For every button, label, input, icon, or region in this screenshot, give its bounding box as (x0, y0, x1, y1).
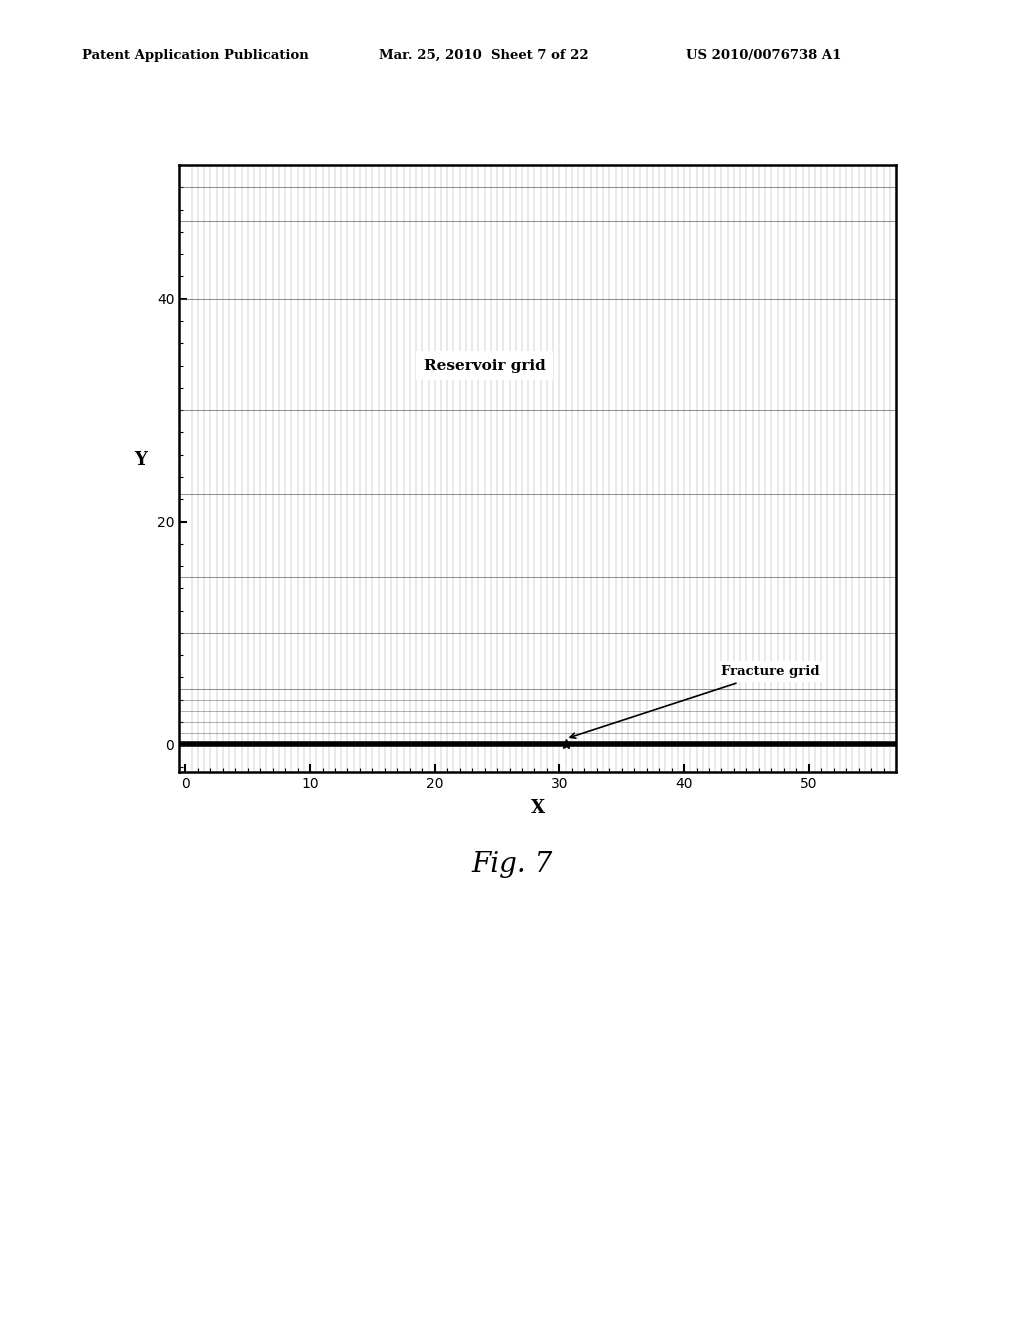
Text: Patent Application Publication: Patent Application Publication (82, 49, 308, 62)
Text: US 2010/0076738 A1: US 2010/0076738 A1 (686, 49, 842, 62)
Text: Fracture grid: Fracture grid (570, 665, 820, 738)
Y-axis label: Y: Y (134, 450, 146, 469)
X-axis label: X: X (530, 800, 545, 817)
Text: Mar. 25, 2010  Sheet 7 of 22: Mar. 25, 2010 Sheet 7 of 22 (379, 49, 589, 62)
Text: Reservoir grid: Reservoir grid (424, 359, 546, 372)
Text: Fig. 7: Fig. 7 (471, 851, 553, 878)
